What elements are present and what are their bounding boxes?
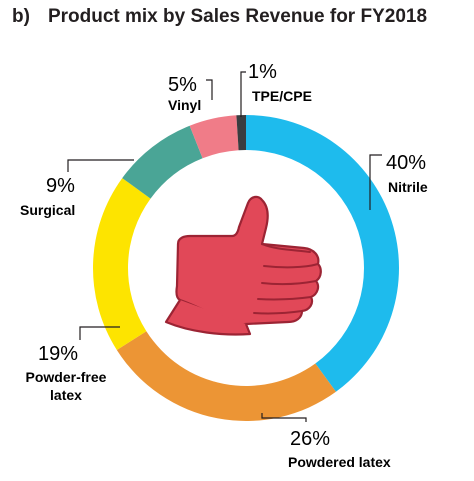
slice-label-name-nitrile: Nitrile [388, 179, 428, 195]
slice-tpe-cpe [236, 115, 246, 151]
slice-surgical [122, 125, 203, 199]
slice-label-name-vinyl: Vinyl [168, 97, 201, 113]
leader-lines [67, 71, 382, 422]
slice-label-name-surgical: Surgical [20, 202, 75, 218]
leader-line-surgical [67, 159, 134, 172]
slice-label-percent-surgical: 9% [46, 175, 75, 197]
leader-line-tpe-cpe [240, 71, 246, 117]
slice-label-name-tpe-cpe: TPE/CPE [252, 88, 312, 104]
slice-powder-free-latex [93, 178, 151, 350]
chart-title: Product mix by Sales Revenue for FY2018 [47, 6, 428, 27]
panel-label: b) [12, 6, 30, 27]
slice-label-percent-tpe-cpe: 1% [248, 61, 277, 83]
chart-title-block: b) Product mix by Sales Revenue for FY201… [12, 6, 427, 28]
leader-line-powder-free-latex [79, 326, 120, 340]
slice-label-name-powdered-latex: Powdered latex [288, 454, 391, 470]
slice-label-percent-vinyl: 5% [168, 74, 197, 96]
thumbs-up-glove-icon [164, 195, 322, 336]
slice-nitrile [246, 115, 399, 392]
leader-line-vinyl [206, 79, 213, 100]
slice-label-name-powder-free-latex-line1: Powder-free [26, 369, 107, 385]
slice-label-percent-powdered-latex: 26% [290, 428, 330, 450]
slice-vinyl [189, 115, 239, 159]
leader-line-nitrile [369, 154, 382, 210]
slice-powdered-latex [116, 331, 336, 422]
slice-label-name-powder-free-latex-line2: latex [50, 387, 82, 403]
slice-label-percent-nitrile: 40% [386, 152, 426, 174]
slice-label-percent-powder-free-latex: 19% [38, 343, 78, 365]
donut-slices [93, 115, 399, 422]
leader-line-powdered-latex [261, 413, 307, 422]
